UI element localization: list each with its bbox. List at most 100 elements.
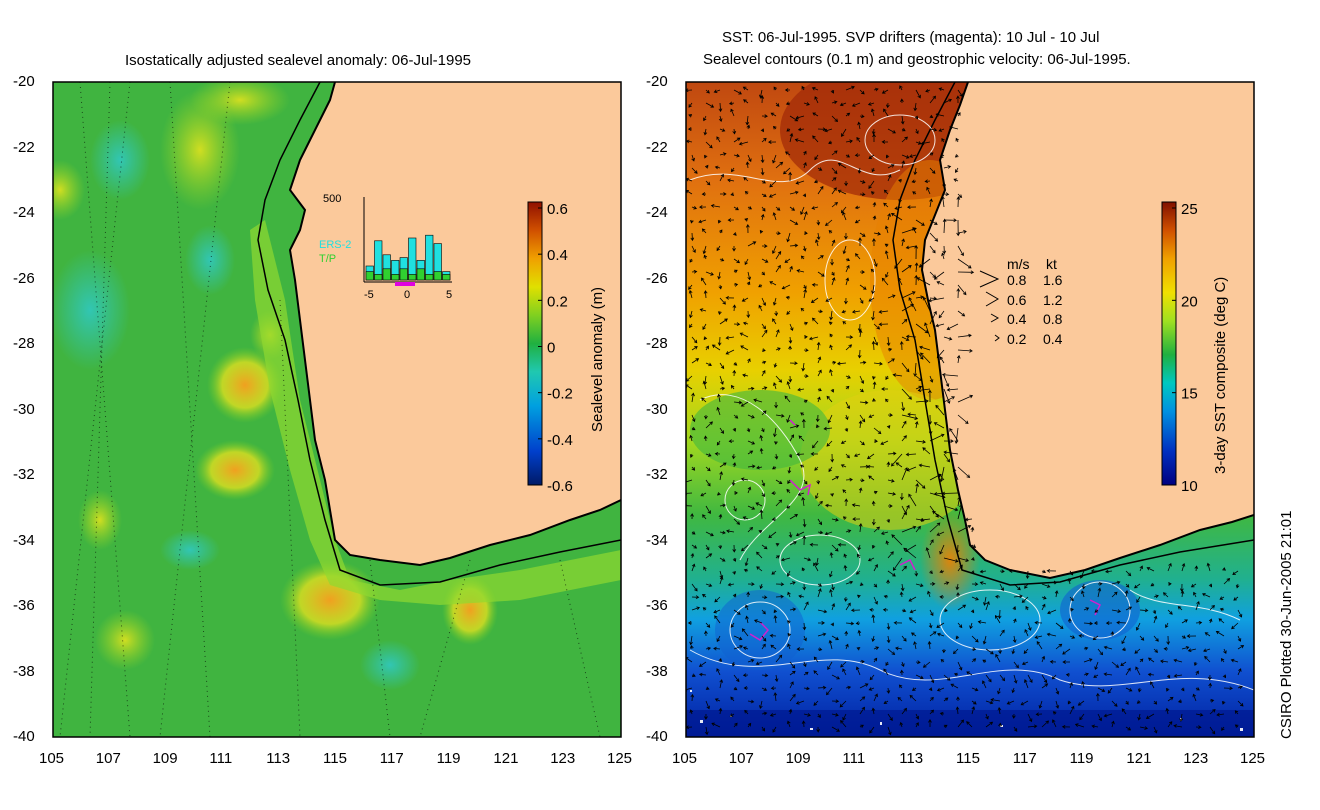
velocity-vector <box>898 684 903 689</box>
velocity-vector <box>1103 645 1113 650</box>
velocity-vector <box>1215 631 1225 637</box>
velocity-vector <box>689 434 693 442</box>
velocity-vector <box>1177 606 1183 611</box>
velocity-vector <box>719 386 726 391</box>
velocity-vector <box>845 602 851 611</box>
velocity-vector <box>859 724 864 728</box>
velocity-vector <box>815 492 819 500</box>
velocity-vector <box>888 504 893 508</box>
velocity-vector <box>933 271 945 280</box>
velocity-vector <box>845 685 852 690</box>
velocity-vector <box>745 604 749 611</box>
velocity-vector <box>892 373 903 377</box>
velocity-vector <box>873 657 878 663</box>
velocity-vector <box>789 243 799 248</box>
velocity-vector <box>942 180 947 188</box>
velocity-vector <box>915 660 921 665</box>
velocity-vector <box>1041 674 1048 684</box>
velocity-arrow-icon <box>985 291 999 307</box>
velocity-vector <box>803 671 809 676</box>
velocity-vector <box>686 491 693 496</box>
velocity-vector <box>869 607 875 612</box>
velocity-vector <box>859 659 865 664</box>
right-y-tick-label: -40 <box>646 728 668 745</box>
velocity-vector <box>744 218 749 222</box>
velocity-vector <box>1074 723 1085 728</box>
velocity-vector <box>775 347 781 351</box>
velocity-vector <box>1152 609 1157 615</box>
velocity-vector <box>817 530 824 535</box>
velocity-vector <box>703 115 707 122</box>
velocity-vector <box>1027 622 1032 631</box>
velocity-vector <box>710 204 721 208</box>
velocity-vector <box>886 579 890 585</box>
velocity-vector <box>1077 700 1085 706</box>
velocity-vector <box>1193 591 1197 598</box>
velocity-vector <box>691 544 698 549</box>
velocity-vector <box>899 669 904 676</box>
velocity-vector <box>1195 600 1200 611</box>
velocity-vector <box>939 544 945 555</box>
velocity-vector <box>854 153 861 158</box>
velocity-vector <box>1012 635 1017 644</box>
velocity-vector <box>773 362 778 368</box>
velocity-vector <box>761 687 768 691</box>
velocity-vector <box>789 693 796 702</box>
velocity-vector <box>1165 687 1170 692</box>
velocity-vector <box>881 140 889 144</box>
velocity-vector <box>946 323 959 331</box>
velocity-vector <box>909 694 917 702</box>
velocity-vector <box>732 462 737 468</box>
velocity-vector <box>730 696 735 702</box>
velocity-vector <box>939 466 945 483</box>
velocity-vector <box>803 231 808 235</box>
velocity-vector <box>859 284 867 290</box>
velocity-vector <box>761 258 769 263</box>
velocity-vector <box>812 440 819 449</box>
velocity-vector <box>718 513 723 520</box>
velocity-vector <box>929 631 937 637</box>
velocity-vector <box>1137 687 1142 693</box>
velocity-vector <box>830 388 835 393</box>
velocity-vector <box>811 206 819 210</box>
velocity-vector <box>733 518 741 525</box>
velocity-vector <box>1062 648 1071 655</box>
velocity-vector <box>915 349 924 360</box>
velocity-vector <box>1047 609 1057 615</box>
velocity-vector <box>922 661 931 668</box>
velocity-vector <box>795 700 805 705</box>
velocity-vector <box>856 647 861 651</box>
velocity-vector <box>742 373 749 378</box>
left-y-tick-label: -26 <box>13 269 35 287</box>
velocity-vector <box>705 102 715 108</box>
velocity-vector <box>831 271 835 276</box>
velocity-vector <box>1069 705 1075 715</box>
velocity-vector <box>873 323 881 330</box>
inset-xtick: 5 <box>446 289 452 301</box>
velocity-vector <box>929 198 933 208</box>
right-x-tick-label: 117 <box>1012 750 1037 767</box>
velocity-vector <box>898 193 903 204</box>
velocity-vector <box>869 726 875 734</box>
velocity-vector <box>1232 570 1239 576</box>
velocity-vector <box>887 479 895 483</box>
velocity-vector <box>887 164 895 169</box>
velocity-vector <box>1201 593 1211 598</box>
velocity-vector <box>845 277 850 286</box>
velocity-vector <box>887 358 895 364</box>
velocity-vector <box>786 570 791 577</box>
velocity-vector <box>745 115 750 126</box>
velocity-vector <box>866 453 875 460</box>
velocity-vector <box>755 661 763 666</box>
inset-bar-tp <box>391 274 400 281</box>
inset-bar-tp <box>365 271 374 281</box>
velocity-vector <box>957 258 972 269</box>
inset-bar-tp <box>408 274 417 281</box>
velocity-vector <box>687 127 693 131</box>
velocity-vector <box>761 193 767 197</box>
velocity-vector <box>817 609 828 614</box>
velocity-vector <box>859 582 864 586</box>
velocity-vector <box>1120 661 1127 666</box>
velocity-vector <box>901 291 916 299</box>
velocity-vector <box>971 658 977 663</box>
